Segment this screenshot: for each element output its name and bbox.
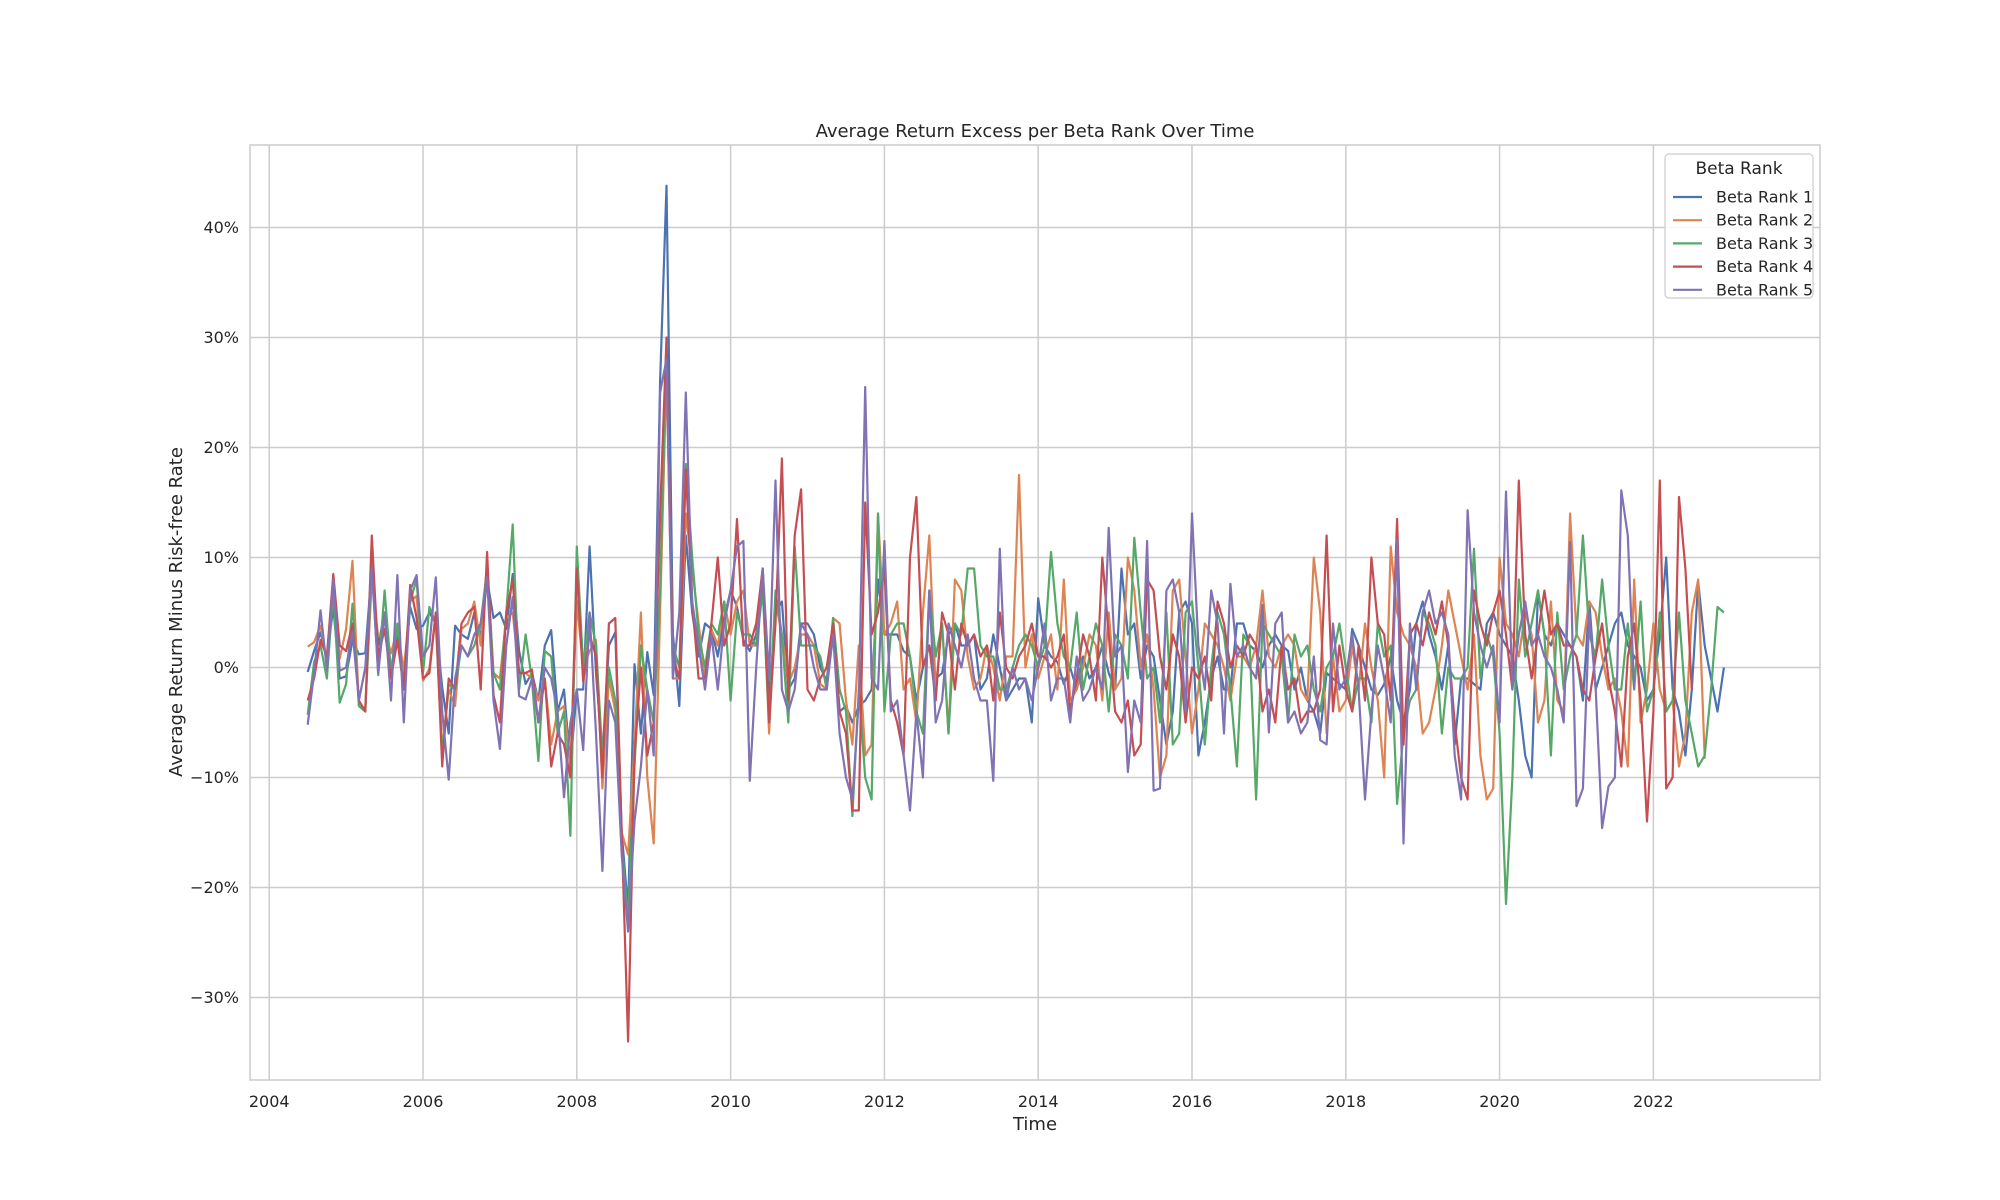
chart-title: Average Return Excess per Beta Rank Over… — [816, 121, 1255, 142]
x-tick-label: 2020 — [1479, 1092, 1520, 1111]
y-tick-label: 0% — [214, 658, 239, 677]
y-tick-label: −10% — [190, 768, 239, 787]
x-tick-label: 2004 — [249, 1092, 290, 1111]
tick-layer: 2004 2006 2008 2010 2012 2014 2016 2018 2020 2022… — [190, 218, 1674, 1111]
x-tick-label: 2018 — [1325, 1092, 1366, 1111]
y-axis-label: Average Return Minus Risk-free Rate — [166, 447, 187, 777]
x-tick-label: 2008 — [556, 1092, 597, 1111]
y-tick-label: 30% — [203, 328, 239, 347]
x-tick-label: 2010 — [710, 1092, 751, 1111]
plot-frame — [249, 144, 1821, 1081]
legend-title: Beta Rank — [1695, 159, 1782, 179]
legend-label-beta-rank-1: Beta Rank 1 — [1716, 188, 1813, 207]
legend-label-beta-rank-4: Beta Rank 4 — [1716, 257, 1813, 276]
legend-label-beta-rank-2: Beta Rank 2 — [1716, 211, 1813, 230]
x-tick-label: 2012 — [864, 1092, 905, 1111]
x-tick-label: 2022 — [1633, 1092, 1674, 1111]
y-tick-label: 20% — [203, 438, 239, 457]
y-tick-label: −30% — [190, 988, 239, 1007]
series-layer — [306, 184, 1725, 1043]
x-tick-label: 2014 — [1018, 1092, 1059, 1111]
y-tick-label: −20% — [190, 878, 239, 897]
legend-label-beta-rank-5: Beta Rank 5 — [1716, 280, 1813, 299]
legend-label-beta-rank-3: Beta Rank 3 — [1716, 234, 1813, 253]
legend-items: Beta Rank 1 Beta Rank 2 Beta Rank 3 Beta Ra… — [1673, 188, 1813, 299]
x-tick-label: 2016 — [1172, 1092, 1213, 1111]
series-line-beta-rank-5 — [306, 358, 1636, 933]
y-tick-label: 40% — [203, 218, 239, 237]
x-axis-label: Time — [1012, 1114, 1057, 1135]
y-tick-label: 10% — [203, 548, 239, 567]
legend-box — [1664, 153, 1814, 299]
x-tick-label: 2006 — [403, 1092, 444, 1111]
